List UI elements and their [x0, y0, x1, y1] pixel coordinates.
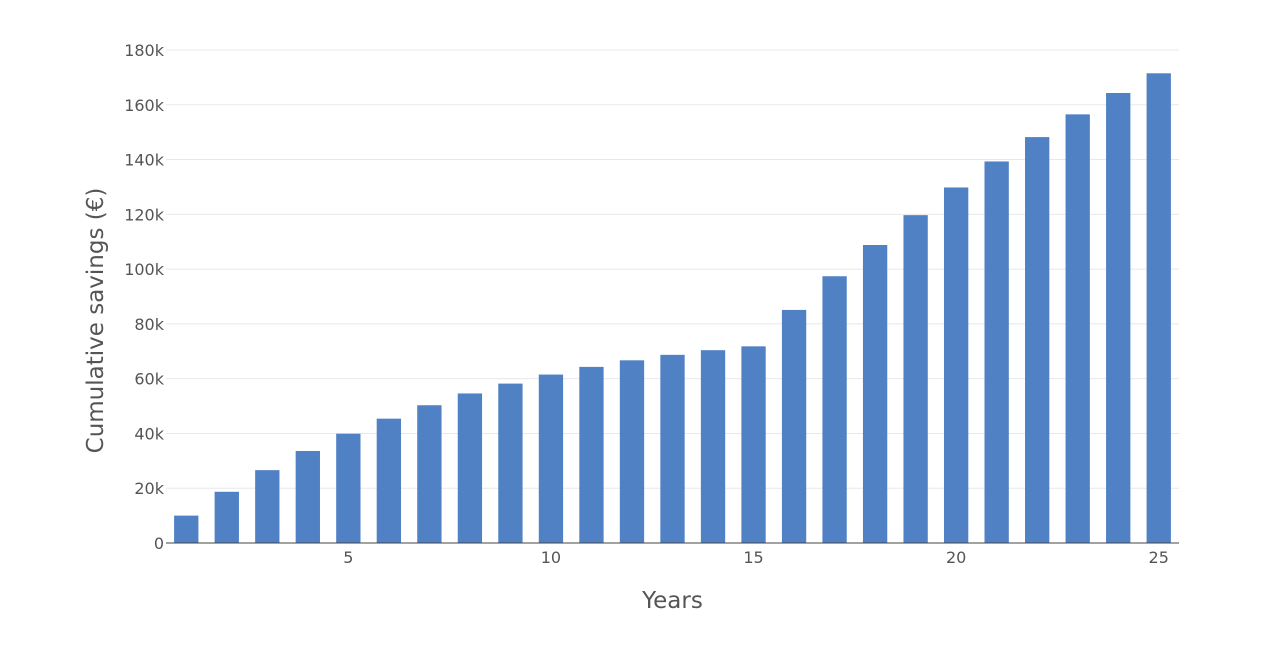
bar[interactable]: [822, 276, 847, 543]
x-tick-label: 20: [946, 548, 966, 567]
y-tick-label: 180k: [124, 41, 165, 60]
bar[interactable]: [417, 405, 442, 543]
bars: [174, 73, 1171, 544]
bar[interactable]: [1106, 93, 1131, 544]
y-tick-label: 60k: [134, 370, 164, 389]
x-tick-label: 5: [343, 548, 353, 567]
y-axis-ticks: 0 20k 40k 60k 80k 100k 120k 140k 160k 180k: [124, 41, 165, 553]
y-tick-label: 120k: [124, 205, 165, 224]
bar[interactable]: [741, 346, 766, 543]
y-tick-label: 40k: [134, 424, 164, 443]
bar[interactable]: [174, 515, 199, 543]
bar[interactable]: [903, 215, 928, 543]
bar[interactable]: [457, 393, 483, 543]
bar[interactable]: [619, 360, 645, 543]
y-tick-label: 100k: [124, 260, 165, 279]
x-tick-label: 25: [1149, 548, 1169, 567]
x-tick-label: 10: [541, 548, 561, 567]
bar[interactable]: [862, 245, 888, 543]
gridlines: [166, 49, 1179, 489]
bar[interactable]: [1025, 137, 1050, 543]
bar[interactable]: [660, 354, 685, 543]
y-tick-label: 140k: [124, 151, 165, 170]
bar[interactable]: [538, 374, 564, 543]
bar[interactable]: [984, 161, 1009, 543]
bar[interactable]: [579, 366, 604, 543]
y-tick-label: 80k: [134, 315, 164, 334]
bar[interactable]: [498, 383, 523, 543]
bar[interactable]: [214, 491, 239, 543]
bar[interactable]: [700, 350, 726, 543]
x-tick-label: 15: [743, 548, 763, 567]
y-tick-label: 20k: [134, 479, 164, 498]
bar[interactable]: [781, 309, 807, 543]
y-tick-label: 160k: [124, 96, 165, 115]
y-tick-label: 0: [154, 534, 164, 553]
x-axis-title: Years: [641, 588, 703, 614]
bar[interactable]: [295, 450, 320, 543]
bar[interactable]: [943, 187, 969, 543]
bar[interactable]: [376, 418, 402, 543]
bar[interactable]: [1065, 114, 1090, 543]
bar[interactable]: [1146, 73, 1171, 544]
bar[interactable]: [255, 470, 280, 543]
x-axis-ticks: 5 10 15 20 25: [343, 548, 1169, 567]
bar[interactable]: [336, 433, 361, 543]
y-axis-title: Cumulative savings (€): [83, 188, 109, 454]
